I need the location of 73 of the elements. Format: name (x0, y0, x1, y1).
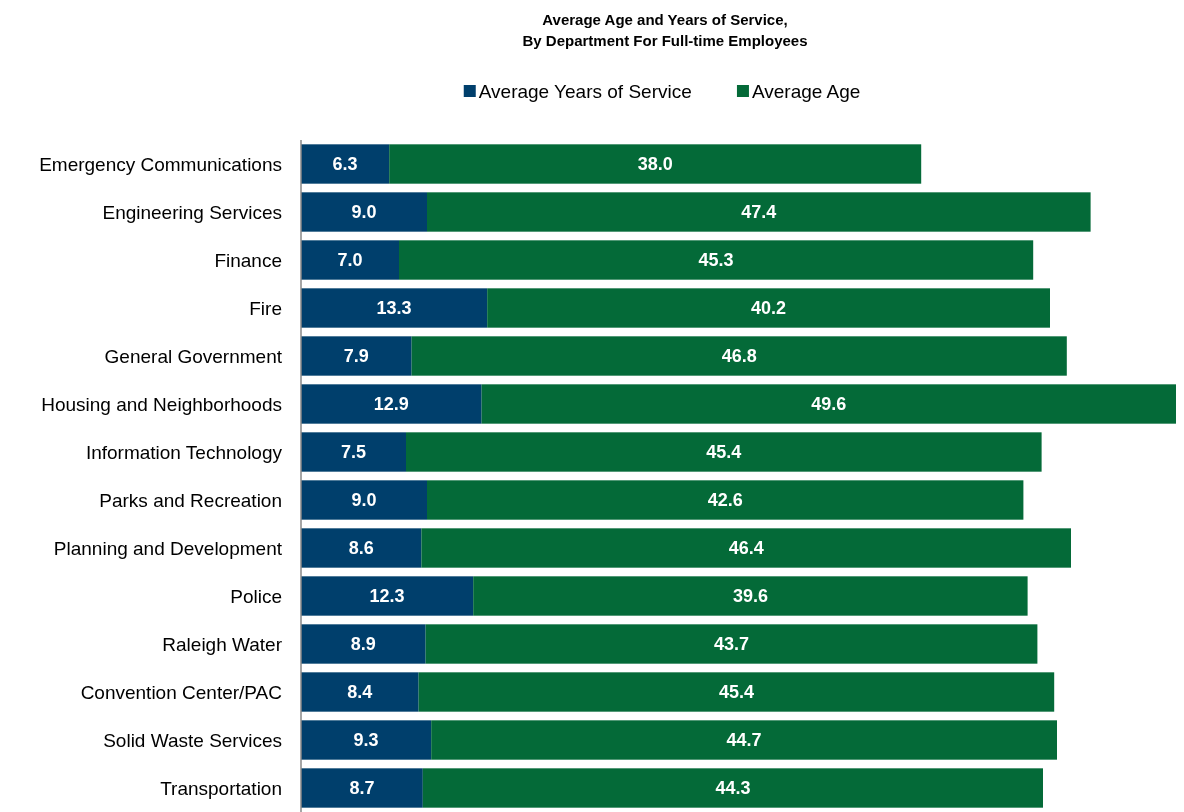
y-tick-label: Housing and Neighborhoods (41, 393, 282, 415)
y-tick-label: Convention Center/PAC (80, 681, 282, 703)
bar (481, 384, 1176, 424)
bar (301, 528, 422, 568)
data-label: 8.9 (350, 634, 376, 655)
y-tick-label: Finance (214, 249, 282, 271)
bar (425, 624, 1038, 664)
y-tick-label: Parks and Recreation (99, 489, 282, 511)
y-tick-label: Solid Waste Services (103, 729, 282, 751)
data-label: 7.9 (343, 346, 369, 367)
bar (301, 576, 474, 616)
data-label: 39.6 (732, 586, 768, 607)
data-label: 45.3 (698, 250, 734, 271)
y-tick-label: Fire (249, 297, 282, 319)
data-label: 8.6 (348, 538, 374, 559)
data-label: 9.0 (351, 202, 377, 223)
bar (406, 432, 1042, 472)
data-label: 40.2 (751, 298, 787, 319)
data-label: 46.4 (728, 538, 764, 559)
y-tick-label: Engineering Services (102, 201, 282, 223)
data-label: 43.7 (713, 634, 750, 655)
bar (301, 672, 419, 712)
data-label: 9.0 (351, 490, 377, 511)
bar (301, 768, 423, 808)
bar (431, 720, 1057, 760)
bar (427, 192, 1091, 232)
data-label: 42.6 (707, 490, 743, 511)
bar (418, 672, 1055, 712)
bar (427, 480, 1024, 520)
data-label: 7.5 (340, 442, 367, 463)
data-label: 44.7 (726, 730, 762, 751)
legend-label: Average Age (751, 80, 861, 102)
bar (487, 288, 1050, 328)
data-label: 8.4 (347, 682, 373, 703)
bar (301, 288, 488, 328)
data-label: 47.4 (741, 202, 777, 223)
y-tick-label: Transportation (160, 777, 282, 799)
bar (301, 384, 482, 424)
data-label: 9.3 (353, 730, 379, 751)
y-tick-label: Planning and Development (53, 537, 283, 559)
data-label: 12.3 (369, 586, 405, 607)
y-tick-label: General Government (104, 345, 283, 367)
bar (301, 720, 432, 760)
bar (301, 432, 406, 472)
data-label: 8.7 (349, 778, 375, 799)
y-tick-label: Information Technology (85, 441, 283, 463)
bar (399, 240, 1034, 280)
y-tick-label: Raleigh Water (162, 633, 283, 655)
bar (421, 528, 1071, 568)
data-label: 13.3 (376, 298, 412, 319)
bar (301, 624, 426, 664)
bar (473, 576, 1028, 616)
y-tick-label: Emergency Communications (39, 153, 282, 175)
data-label: 45.4 (718, 682, 754, 703)
bar (301, 480, 427, 520)
bar (301, 240, 399, 280)
data-label: 38.0 (637, 154, 673, 175)
bar (389, 144, 922, 184)
data-label: 6.3 (332, 154, 358, 175)
data-label: 7.0 (337, 250, 363, 271)
bar (301, 144, 390, 184)
bar (411, 336, 1067, 376)
bar (422, 768, 1043, 808)
legend-label: Average Years of Service (478, 80, 692, 102)
data-label: 45.4 (706, 442, 742, 463)
bar (301, 192, 427, 232)
data-label: 44.3 (715, 778, 751, 799)
bar (301, 336, 412, 376)
data-label: 49.6 (811, 394, 847, 415)
chart-title: Average Age and Years of Service, By Department For Full-time Employees (522, 11, 808, 49)
data-label: 12.9 (373, 394, 409, 415)
data-label: 46.8 (721, 346, 757, 367)
y-tick-label: Police (230, 585, 282, 607)
